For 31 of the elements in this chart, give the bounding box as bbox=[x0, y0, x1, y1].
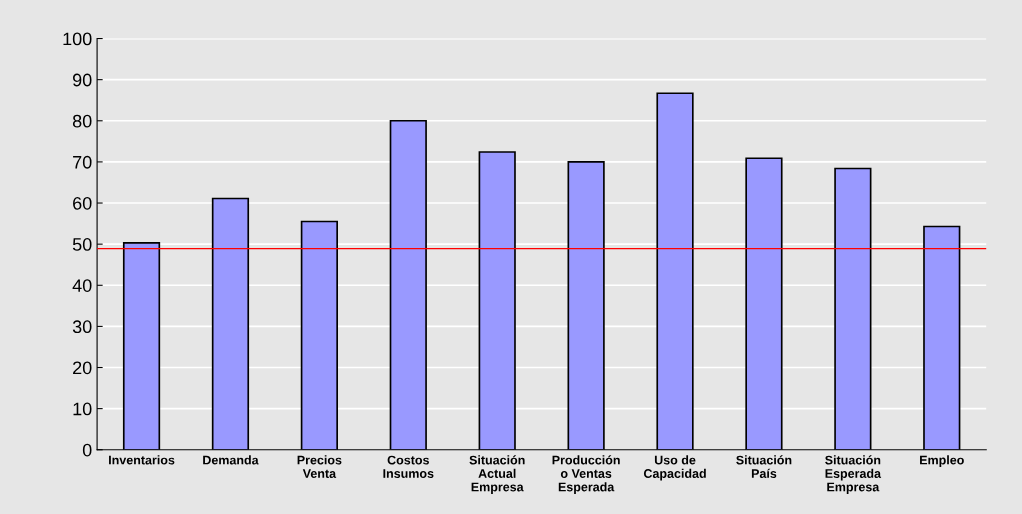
y-tick-label: 80 bbox=[72, 114, 92, 128]
bar bbox=[834, 167, 872, 450]
y-tick-label: 30 bbox=[72, 320, 92, 334]
bar bbox=[211, 197, 250, 450]
x-tick-label: Producción o Ventas Esperada bbox=[552, 455, 620, 494]
bar bbox=[567, 161, 605, 450]
y-tick-label: 20 bbox=[73, 361, 92, 375]
x-tick-label: Situación País bbox=[736, 455, 792, 478]
x-tick-label: Empleo bbox=[920, 455, 964, 467]
x-tick-label: Situación Esperada Empresa bbox=[825, 455, 882, 494]
x-tick-label: Demanda bbox=[203, 455, 259, 465]
bar bbox=[389, 119, 427, 450]
bar bbox=[478, 151, 516, 450]
bar bbox=[923, 225, 961, 450]
y-tick-label: 10 bbox=[73, 402, 92, 416]
y-tick-label: 60 bbox=[73, 196, 92, 210]
x-tick-label: Precios Venta bbox=[297, 455, 342, 478]
bar bbox=[656, 92, 694, 450]
y-tick-label: 70 bbox=[73, 155, 92, 169]
bar bbox=[300, 220, 338, 450]
bar bbox=[745, 157, 783, 450]
x-tick-label: Costos Insumos bbox=[383, 455, 434, 478]
y-tick-label: 100 bbox=[63, 32, 92, 46]
y-tick-label: 0 bbox=[82, 443, 92, 457]
bar bbox=[122, 242, 161, 450]
y-tick-label: 50 bbox=[72, 238, 92, 251]
x-tick-label: Situación Actual Empresa bbox=[469, 455, 525, 494]
x-tick-label: Inventarios bbox=[109, 455, 175, 465]
y-tick-label: 40 bbox=[72, 279, 92, 292]
x-tick-label: Uso de Capacidad bbox=[643, 455, 706, 481]
y-tick-label: 90 bbox=[72, 73, 92, 87]
